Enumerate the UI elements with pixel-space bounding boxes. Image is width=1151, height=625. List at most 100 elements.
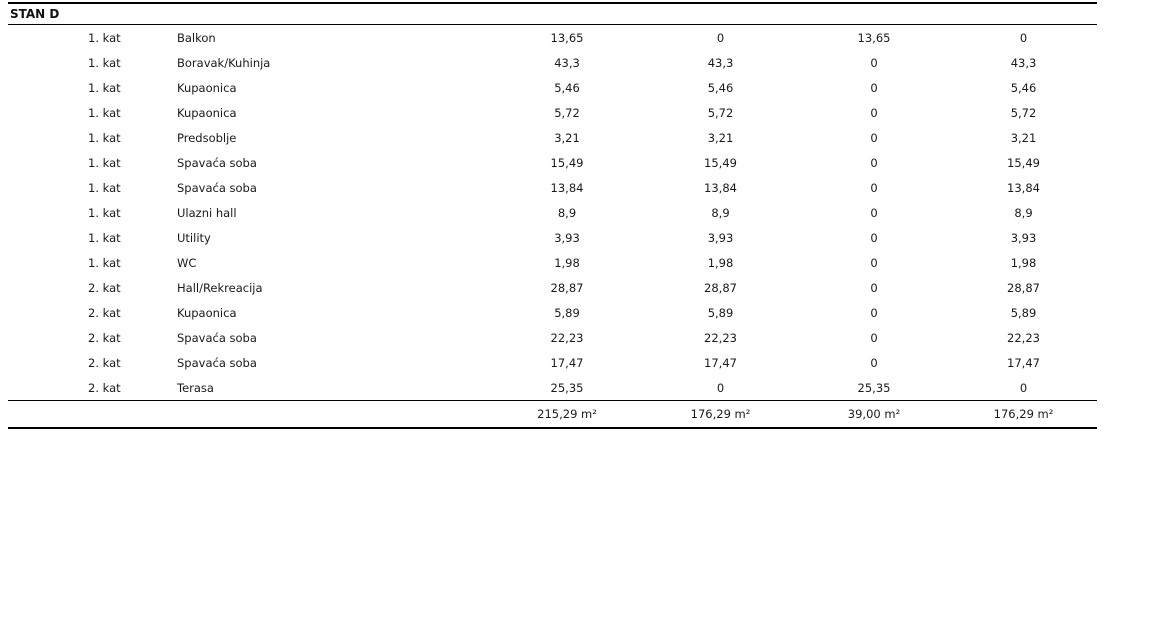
value-cell: 13,84 [550, 180, 584, 195]
table-row: 1. kat Ulazni hall 8,9 8,9 0 8,9 [8, 200, 1097, 225]
floor-cell: 1. kat [88, 30, 121, 45]
table-row: 1. kat Balkon 13,65 0 13,65 0 [8, 25, 1097, 51]
value-cell: 0 [870, 180, 878, 195]
value-cell: 5,89 [707, 305, 734, 320]
value-cell: 15,49 [1007, 155, 1040, 170]
table-row: 2. kat Hall/Rekreacija 28,87 28,87 0 28,… [8, 275, 1097, 300]
value-cell: 13,84 [704, 180, 737, 195]
totals-floor-cell [8, 400, 175, 429]
total-area-cell: 176,29 m² [643, 400, 798, 429]
floor-cell: 1. kat [88, 205, 121, 220]
value-cell: 0 [870, 230, 878, 245]
value-cell: 28,87 [704, 280, 737, 295]
value-cell: 17,47 [550, 355, 584, 370]
value-cell: 8,9 [1014, 205, 1033, 220]
table-row: 1. kat WC 1,98 1,98 0 1,98 [8, 250, 1097, 275]
table-row: 1. kat Utility 3,93 3,93 0 3,93 [8, 225, 1097, 250]
value-cell: 5,89 [554, 305, 580, 320]
value-cell: 8,9 [711, 205, 730, 220]
value-cell: 15,49 [704, 155, 737, 170]
room-cell: Kupaonica [177, 105, 237, 120]
table-row: 1. kat Predsoblje 3,21 3,21 0 3,21 [8, 125, 1097, 150]
value-cell: 22,23 [704, 330, 737, 345]
value-cell: 0 [870, 355, 878, 370]
floor-cell: 2. kat [88, 305, 121, 320]
total-area-cell: 39,00 m² [798, 400, 950, 429]
value-cell: 22,23 [1007, 330, 1040, 345]
floor-cell: 1. kat [88, 55, 121, 70]
value-cell: 0 [870, 280, 878, 295]
floor-cell: 1. kat [88, 80, 121, 95]
table-row: 2. kat Spavaća soba 22,23 22,23 0 22,23 [8, 325, 1097, 350]
floor-cell: 1. kat [88, 105, 121, 120]
value-cell: 0 [870, 305, 878, 320]
value-cell: 3,21 [554, 130, 580, 145]
floor-cell: 2. kat [88, 330, 121, 345]
table-body: 1. kat Balkon 13,65 0 13,65 0 1. kat Bor… [8, 25, 1097, 401]
value-cell: 8,9 [557, 205, 577, 220]
value-cell: 28,87 [550, 280, 584, 295]
value-cell: 43,3 [1010, 55, 1037, 70]
value-cell: 0 [870, 205, 878, 220]
value-cell: 3,93 [554, 230, 580, 245]
totals-row: 215,29 m² 176,29 m² 39,00 m² 176,29 m² [8, 400, 1097, 429]
value-cell: 13,84 [1007, 180, 1040, 195]
table-row: 2. kat Terasa 25,35 0 25,35 0 [8, 375, 1097, 401]
room-cell: Spavaća soba [177, 180, 257, 195]
value-cell: 5,46 [554, 80, 580, 95]
apartment-area-table: STAN D 1. kat Balkon 13,65 0 13,65 0 1. … [8, 2, 1097, 429]
room-cell: Balkon [177, 30, 216, 45]
table-row: 1. kat Kupaonica 5,72 5,72 0 5,72 [8, 100, 1097, 125]
room-cell: Spavaća soba [177, 155, 257, 170]
room-cell: WC [177, 255, 197, 270]
value-cell: 0 [1019, 30, 1028, 45]
value-cell: 0 [1019, 380, 1028, 395]
room-cell: Predsoblje [177, 130, 237, 145]
room-cell: Hall/Rekreacija [177, 280, 263, 295]
floor-cell: 2. kat [88, 380, 121, 395]
floor-cell: 1. kat [88, 130, 121, 145]
value-cell: 13,65 [857, 30, 891, 45]
floor-cell: 2. kat [88, 355, 121, 370]
value-cell: 17,47 [704, 355, 737, 370]
room-cell: Terasa [177, 380, 214, 395]
floor-cell: 1. kat [88, 230, 121, 245]
value-cell: 3,21 [707, 130, 734, 145]
value-cell: 1,98 [554, 255, 580, 270]
value-cell: 13,65 [550, 30, 584, 45]
value-cell: 28,87 [1007, 280, 1040, 295]
value-cell: 25,35 [550, 380, 584, 395]
room-cell: Kupaonica [177, 80, 237, 95]
room-cell: Spavaća soba [177, 355, 257, 370]
table-row: 1. kat Boravak/Kuhinja 43,3 43,3 0 43,3 [8, 50, 1097, 75]
table-row: 1. kat Kupaonica 5,46 5,46 0 5,46 [8, 75, 1097, 100]
value-cell: 5,72 [707, 105, 734, 120]
total-area-cell: 215,29 m² [491, 400, 643, 429]
value-cell: 0 [870, 105, 878, 120]
table-row: 2. kat Spavaća soba 17,47 17,47 0 17,47 [8, 350, 1097, 375]
value-cell: 0 [716, 30, 725, 45]
value-cell: 5,89 [1010, 305, 1037, 320]
value-cell: 0 [870, 130, 878, 145]
value-cell: 5,72 [554, 105, 580, 120]
room-cell: Kupaonica [177, 305, 237, 320]
value-cell: 3,21 [1010, 130, 1037, 145]
value-cell: 0 [870, 155, 878, 170]
table-title-row: STAN D [8, 2, 1097, 25]
value-cell: 15,49 [550, 155, 584, 170]
value-cell: 3,93 [1010, 230, 1037, 245]
value-cell: 0 [716, 380, 725, 395]
value-cell: 0 [870, 255, 878, 270]
table-row: 1. kat Spavaća soba 15,49 15,49 0 15,49 [8, 150, 1097, 175]
room-cell: Utility [177, 230, 211, 245]
table-row: 2. kat Kupaonica 5,89 5,89 0 5,89 [8, 300, 1097, 325]
room-cell: Boravak/Kuhinja [177, 55, 271, 70]
value-cell: 0 [870, 55, 878, 70]
floor-cell: 2. kat [88, 280, 121, 295]
totals-room-cell [175, 400, 491, 429]
value-cell: 5,46 [707, 80, 734, 95]
value-cell: 5,46 [1010, 80, 1037, 95]
value-cell: 17,47 [1007, 355, 1040, 370]
value-cell: 0 [870, 330, 878, 345]
